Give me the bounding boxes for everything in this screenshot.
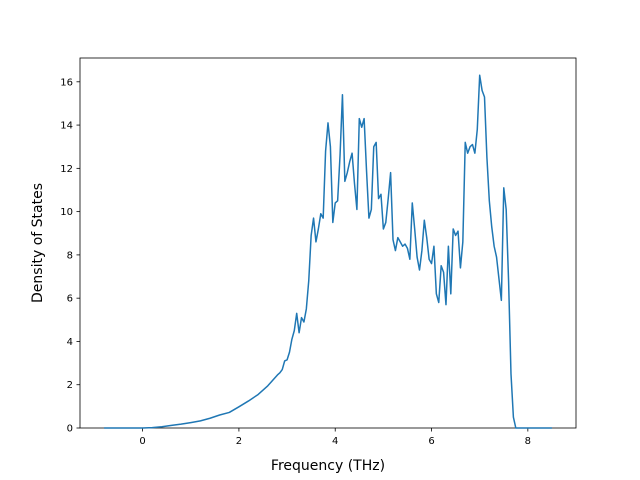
plot-frame [79,57,577,429]
y-tick-label: 10 [60,207,73,218]
y-tick-label: 8 [67,250,73,261]
dos-series-line [104,74,552,429]
x-tick-label: 0 [139,436,145,447]
x-tick-label: 2 [236,436,242,447]
y-axis-ticks: 0 2 4 6 8 10 12 14 16 [60,77,80,435]
y-axis-label: Density of States [30,183,46,303]
y-tick-label: 16 [60,77,73,88]
y-tick-label: 6 [67,294,73,305]
y-tick-label: 4 [67,337,73,348]
y-tick-label: 2 [67,380,73,391]
x-tick-label: 8 [525,436,531,447]
y-tick-label: 12 [60,164,73,175]
y-tick-label: 0 [67,424,73,435]
x-axis-ticks: 0 2 4 6 8 [139,428,531,447]
y-tick-label: 14 [60,121,73,132]
x-tick-label: 4 [332,436,338,447]
x-tick-label: 6 [428,436,434,447]
x-axis-label: Frequency (THz) [271,458,385,474]
series-layer [104,74,552,429]
